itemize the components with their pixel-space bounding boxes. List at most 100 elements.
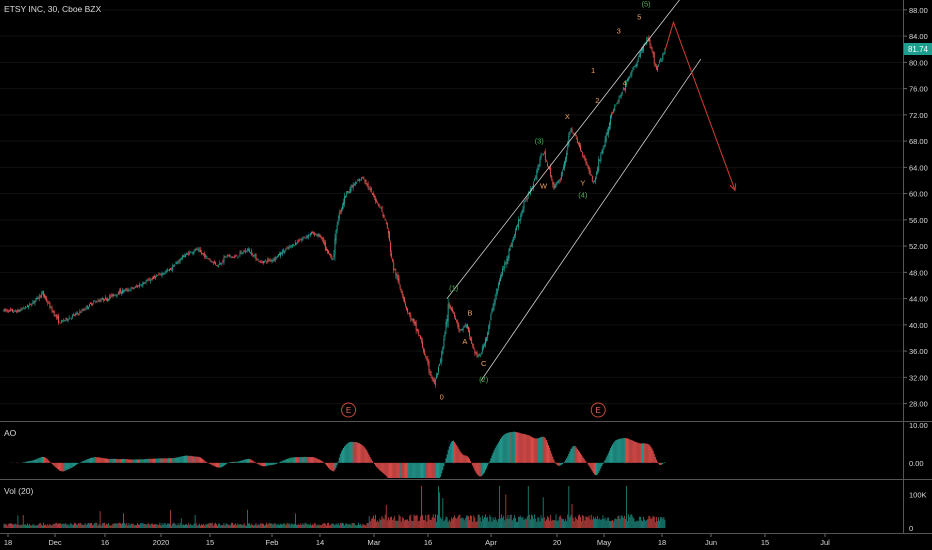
- candle-body: [634, 66, 636, 67]
- last-price-tag-box: [904, 43, 932, 55]
- candle-body: [541, 153, 543, 155]
- candle-body: [158, 274, 160, 276]
- candle-body: [629, 77, 631, 79]
- last-price-tag[interactable]: 81.74: [904, 43, 932, 55]
- candle-body: [300, 239, 302, 241]
- price-channel[interactable]: [446, 0, 702, 381]
- candle-body: [522, 209, 524, 213]
- candle-body: [46, 297, 48, 302]
- candle-body: [539, 157, 541, 167]
- candle-body: [74, 315, 75, 316]
- candle-body: [364, 180, 366, 182]
- candle-body: [151, 278, 153, 280]
- volume-axis[interactable]: 100K 0: [909, 490, 927, 533]
- candle-body: [493, 302, 495, 307]
- ao-axis[interactable]: 10.00 0.00: [909, 421, 928, 468]
- x-tick-label: 16: [424, 538, 432, 547]
- candle-body: [107, 298, 109, 302]
- candle-body: [640, 49, 642, 52]
- candle-body: [397, 274, 399, 281]
- wave-label: A: [462, 337, 467, 346]
- candle-body: [576, 138, 578, 144]
- candle-body: [468, 326, 469, 332]
- x-tick-label: 18: [4, 538, 12, 547]
- candle-body: [584, 156, 586, 160]
- candle-body: [316, 235, 318, 236]
- candle-body: [590, 174, 592, 176]
- candle-body: [332, 259, 334, 260]
- candle-body: [51, 307, 53, 312]
- projection-arrow[interactable]: [664, 20, 737, 192]
- candle-body: [307, 234, 309, 238]
- candle-body: [426, 357, 428, 361]
- candle-body: [15, 310, 17, 312]
- candle-body: [374, 195, 375, 198]
- candle-body: [90, 302, 91, 304]
- candle-body: [451, 309, 453, 312]
- candle-body: [557, 181, 559, 184]
- candle-body: [382, 213, 384, 216]
- candle-body: [131, 287, 133, 288]
- candle-body: [333, 254, 335, 258]
- candle-body: [68, 317, 70, 320]
- candle-body: [123, 290, 125, 292]
- candle-body: [241, 253, 243, 254]
- candle-body: [559, 179, 561, 181]
- candle-body: [223, 257, 225, 263]
- candle-body: [415, 322, 417, 330]
- candle-body: [200, 249, 201, 252]
- candle-body: [266, 261, 268, 263]
- candle-body: [220, 263, 222, 265]
- wave-label: 4: [623, 78, 627, 87]
- candle-body: [387, 230, 389, 234]
- candle-body: [428, 361, 430, 371]
- candle-body: [342, 205, 343, 209]
- ao-tick-label: 0.00: [909, 459, 924, 468]
- wave-label: 2: [595, 96, 599, 105]
- candle-body: [659, 61, 661, 63]
- candle-body: [600, 154, 602, 162]
- time-axis[interactable]: 18 Dec 16 2020 15 Feb 14 Mar 16 Apr 20 May 18 Jun 15 Ju…: [4, 534, 830, 547]
- candle-body: [414, 321, 416, 325]
- candle-body: [338, 212, 340, 219]
- candle-body: [99, 300, 101, 302]
- candle-body: [395, 271, 397, 276]
- candle-body: [517, 225, 519, 227]
- candle-body: [587, 164, 589, 168]
- candle-body: [560, 173, 562, 180]
- candle-body: [14, 310, 16, 312]
- candle-body: [378, 203, 380, 207]
- candle-body: [292, 244, 294, 246]
- candle-body: [651, 49, 653, 51]
- candle-body: [91, 303, 93, 305]
- candle-body: [655, 66, 657, 70]
- candle-body: [66, 318, 68, 320]
- candle-body: [514, 231, 516, 236]
- candle-body: [225, 256, 227, 258]
- candle-body: [324, 242, 326, 250]
- candle-body: [188, 252, 190, 255]
- candle-body: [597, 168, 599, 172]
- candle-body: [233, 256, 235, 258]
- candle-body: [296, 242, 298, 244]
- event-marker-label: E: [596, 406, 601, 415]
- candle-body: [484, 344, 485, 346]
- candle-body: [647, 38, 649, 40]
- candle-body: [335, 229, 337, 241]
- candle-body: [52, 311, 54, 312]
- candle-body: [360, 179, 362, 181]
- candle-body: [492, 306, 494, 310]
- candle-body: [96, 301, 98, 303]
- candle-body: [27, 305, 28, 308]
- wave-label: 0: [440, 393, 444, 402]
- symbol-title[interactable]: ETSY INC, 30, Cboe BZX: [4, 4, 101, 14]
- candle-body: [447, 304, 449, 322]
- candle-body: [417, 329, 419, 335]
- price-axis[interactable]: 88.00 84.00 80.00 76.00 72.00 68.00 64.00 60.00…: [903, 6, 928, 409]
- candle-body: [372, 193, 374, 196]
- wave-label: 5: [637, 13, 641, 22]
- candle-body: [203, 253, 205, 255]
- candle-body: [8, 310, 10, 311]
